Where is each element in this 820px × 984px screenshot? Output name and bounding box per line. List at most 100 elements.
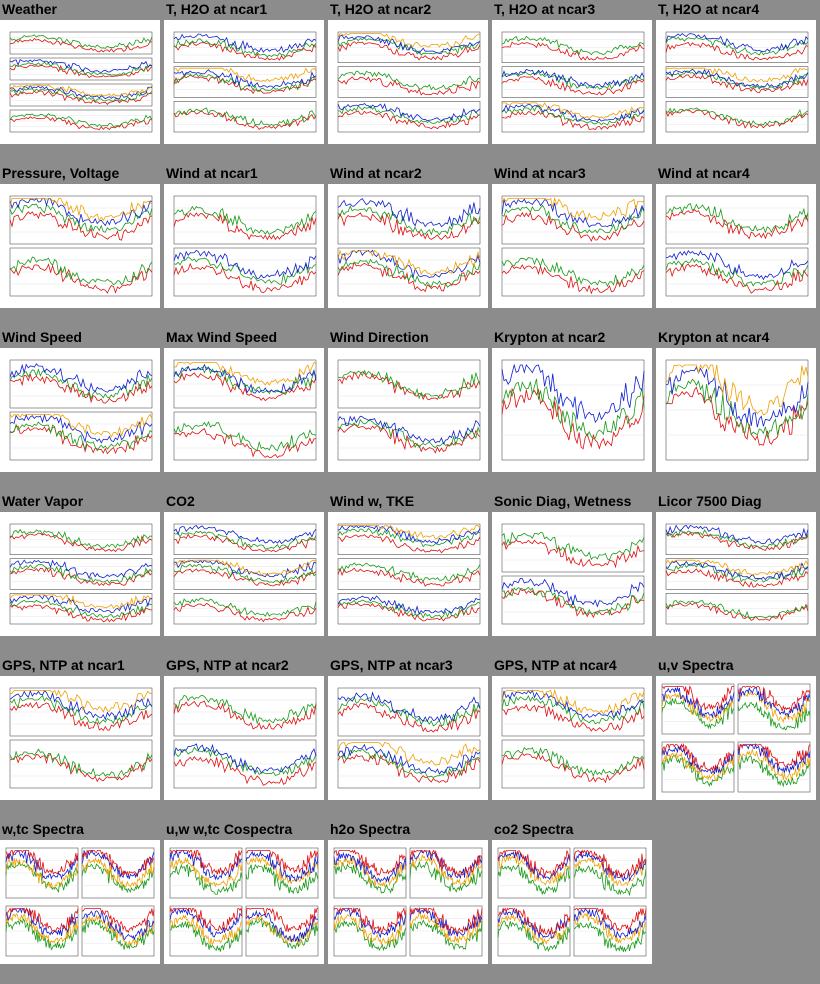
plot-title: Krypton at ncar4 [658,329,770,345]
trace-2 [661,686,735,719]
plot-thumbnail-link[interactable] [328,184,488,308]
trace-3 [9,594,153,610]
plot-panel-0 [665,359,809,461]
plot-thumbnail-card: Wind at ncar4 [656,164,818,326]
plot-thumbnail-link[interactable] [656,512,816,636]
trace-2 [409,906,483,937]
plot-title: Wind at ncar1 [166,165,258,181]
trace-1 [173,107,317,127]
plot-title: Wind w, TKE [330,493,415,509]
trace-2 [9,363,153,393]
trace-1 [173,421,317,452]
plot-thumbnail-link[interactable] [328,840,488,964]
plot-thumbnail-link[interactable] [328,20,488,144]
trace-3 [573,849,647,878]
plot-thumbnail-card: GPS, NTP at ncar4 [492,656,654,818]
plot-thumbnail-image [164,348,324,472]
trace-1 [337,418,481,449]
trace-0 [337,534,481,554]
trace-2 [501,689,645,719]
plot-thumbnail-link[interactable] [0,676,160,800]
plot-panel-1 [173,411,317,461]
trace-3 [737,686,811,712]
plot-panel-1 [573,847,647,899]
trace-0 [337,41,481,61]
plot-thumbnail-link[interactable] [328,512,488,636]
plot-panel-0 [173,523,317,555]
plot-thumbnail-card: h2o Spectra [328,820,490,982]
trace-0 [337,753,481,783]
trace-3 [665,67,809,83]
trace-0 [333,920,407,952]
trace-1 [173,694,317,725]
plot-thumbnail-link[interactable] [328,676,488,800]
trace-1 [665,600,809,620]
plot-title: Licor 7500 Diag [658,493,762,509]
plot-thumbnail-link[interactable] [656,20,816,144]
trace-0 [5,860,79,893]
plot-title: Wind Direction [330,329,429,345]
plot-thumbnail-link[interactable] [492,348,652,472]
plot-panel-1 [501,247,645,297]
plot-panel-0 [337,195,481,245]
plot-title: u,v Spectra [658,657,734,673]
plot-thumbnail-image [492,184,652,308]
trace-0 [173,755,317,786]
trace-0 [337,212,481,241]
plot-thumbnail-link[interactable] [164,184,324,308]
plot-thumbnail-link[interactable] [492,184,652,308]
trace-1 [501,378,645,440]
plot-panel-2 [333,905,407,957]
trace-1 [665,529,809,548]
trace-0 [173,74,317,95]
plot-thumbnail-link[interactable] [0,512,160,636]
plot-panel-1 [665,66,809,98]
plot-panel-1 [9,57,153,81]
plot-panel-0 [661,683,735,735]
plot-thumbnail-link[interactable] [164,512,324,636]
plot-panel-1 [337,411,481,461]
trace-0 [337,601,481,622]
plot-thumbnail-image [328,20,488,144]
trace-3 [81,849,155,877]
plot-thumbnail-image [656,184,816,308]
plot-thumbnail-link[interactable] [656,184,816,308]
trace-3 [501,196,645,221]
trace-1 [169,856,243,888]
plot-thumbnail-card: co2 Spectra [492,820,654,982]
trace-1 [9,256,153,286]
plot-thumbnail-link[interactable] [164,20,324,144]
plot-thumbnail-link[interactable] [656,676,816,800]
plot-thumbnail-link[interactable] [164,348,324,472]
trace-0 [337,261,481,293]
plot-thumbnail-image [328,840,488,964]
plot-thumbnail-link[interactable] [0,20,160,144]
trace-0 [501,587,645,619]
plot-thumbnail-link[interactable] [492,20,652,144]
plot-thumbnail-link[interactable] [656,348,816,472]
plot-thumbnail-link[interactable] [0,184,160,308]
plot-thumbnail-link[interactable] [328,348,488,472]
plot-thumbnail-card: w,tc Spectra [0,820,162,982]
trace-0 [665,42,809,61]
plot-thumbnail-link[interactable] [164,676,324,800]
plot-thumbnail-link[interactable] [0,840,160,964]
plot-thumbnail-image [0,840,160,964]
plot-thumbnail-link[interactable] [164,840,324,964]
trace-0 [9,115,153,131]
trace-2 [333,851,407,883]
trace-2 [9,594,153,614]
plot-thumbnail-link[interactable] [492,840,652,964]
trace-1 [337,70,481,91]
trace-3 [333,849,407,876]
plot-thumbnail-link[interactable] [492,512,652,636]
trace-2 [665,32,809,52]
trace-1 [173,38,317,58]
plot-panel-1 [665,558,809,590]
plot-panel-2 [337,101,481,133]
plot-thumbnail-link[interactable] [0,348,160,472]
plot-thumbnail-card: T, H2O at ncar3 [492,0,654,162]
plot-thumbnail-link[interactable] [492,676,652,800]
trace-3 [173,559,317,577]
trace-2 [81,910,155,941]
